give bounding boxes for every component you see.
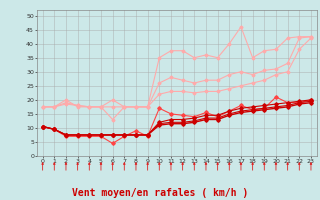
Text: Vent moyen/en rafales ( km/h ): Vent moyen/en rafales ( km/h ) — [72, 188, 248, 198]
